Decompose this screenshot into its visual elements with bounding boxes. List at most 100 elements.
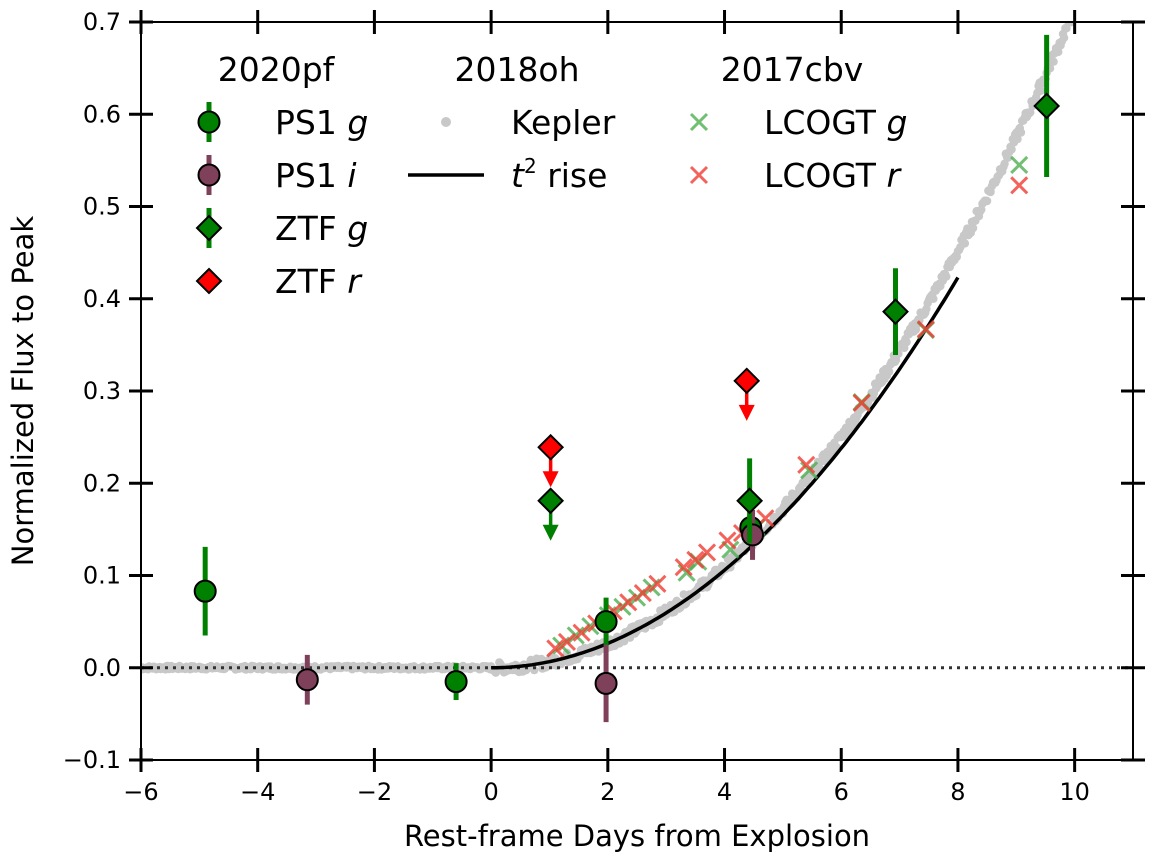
data-point-lcogtr [648,574,667,593]
legend-label-lcogtg: LCOGT g [764,103,907,142]
data-point-lcogtg [1010,155,1029,175]
kepler-point [1062,24,1071,33]
kepler-point [1054,47,1063,57]
legend-label-ztfg: ZTF g [275,209,368,248]
legend-label-t2-rise: t2 rise [511,154,607,195]
legend-marker-ps1i [197,163,221,187]
data-point-ps1g [193,579,217,603]
x-axis-title: Rest-frame Days from Explosion [404,819,870,853]
x-tick-label: −6 [123,778,158,806]
2020pf-series [193,34,1061,723]
upper-limit-arrowhead-ztfr [738,404,755,421]
y-tick-label: 0.5 [83,193,121,221]
upper-limit-arrowhead-ztfr [542,471,559,488]
data-point-ztfg [537,487,565,515]
data-point-lcogtr [546,639,565,658]
kepler-point [1007,145,1016,154]
lcogt-series [546,155,1029,658]
data-point-lcogtr [852,393,871,413]
kepler-point [960,239,970,248]
kepler-point [1072,0,1080,7]
data-point-lcogtr [697,543,717,562]
data-point-ps1i [741,523,765,547]
kepler-point [884,367,894,376]
x-tick-label: −2 [357,778,392,806]
data-point-lcogtr [633,583,652,603]
kepler-point [1070,1,1078,9]
legend-marker-ztfg [195,214,223,242]
data-point-ztfg [882,298,909,326]
data-point-ps1i [295,668,319,692]
legend: 2020pf 2018oh 2017cbv PS1 g PS1 i ZTF g … [195,50,907,301]
data-point-ps1g [594,610,618,634]
data-point-lcogtr [1010,176,1029,195]
legend-title-2017cbv: 2017cbv [721,50,864,89]
y-tick-label: 0.3 [83,377,121,405]
upper-limit-arrowhead-ztfg [542,524,559,541]
legend-title-2020pf: 2020pf [218,50,336,89]
y-tick-label: 0.2 [83,469,121,497]
data-point-ps1g [444,670,468,694]
x-tick-label: 10 [1059,778,1090,806]
x-tick-label: 8 [950,778,965,806]
x-tick-label: 0 [483,778,498,806]
legend-marker-ps1g [197,110,221,134]
kepler-point [1073,1,1081,9]
legend-label-kepler: Kepler [511,103,616,142]
legend-marker-lcogtr [689,165,709,185]
data-point-lcogtg [566,626,585,645]
x-tick-label: 2 [600,778,615,806]
kepler-point [530,665,539,675]
data-point-lcogtr [686,550,705,569]
legend-marker-ztfr [195,267,223,295]
data-point-lcogtr [718,531,737,550]
legend-handles [195,102,709,295]
axes [129,10,1145,772]
kepler-point [1059,33,1069,42]
kepler-point [1036,86,1046,96]
data-point-ztfr [733,367,761,395]
kepler-point [1076,0,1084,3]
y-tick-label: 0.0 [83,654,121,682]
kepler-point [982,196,992,206]
kepler-point [968,223,978,233]
kepler-point [1074,0,1082,2]
y-tick-label: 0.1 [83,562,121,590]
t2-rise-line [491,276,960,670]
data-point-lcogtr [797,455,816,474]
kepler-point [902,337,911,347]
kepler-point [1049,57,1058,66]
data-point-lcogtr [557,632,577,651]
legend-label-lcogtr: LCOGT r [764,156,902,195]
kepler-point [1013,134,1022,144]
legend-marker-lcogtg [689,112,709,132]
data-point-lcogtr [572,623,591,642]
data-point-lcogtr [674,558,693,577]
legend-label-ps1i: PS1 i [275,156,357,195]
kepler-point [1016,128,1026,137]
kepler-point [1075,0,1083,3]
legend-label-ztfr: ZTF r [275,262,363,301]
legend-label-ps1g: PS1 g [275,103,368,142]
legend-title-2018oh: 2018oh [454,50,579,89]
y-tick-label: 0.7 [83,8,121,36]
y-tick-label: 0.4 [83,285,121,313]
data-point-lcogtr [916,320,935,339]
kepler-series [141,0,1084,677]
kepler-point [1026,108,1035,117]
x-tick-label: 4 [717,778,732,806]
x-tick-label: −4 [240,778,275,806]
legend-marker-kepler [441,117,451,127]
data-point-ztfg [736,487,764,515]
t2-rise-curve [491,276,960,670]
kepler-point [929,294,938,303]
data-point-lcogtg [800,461,819,480]
data-point-ztfg [1033,92,1061,120]
y-tick-label: −0.1 [63,746,121,774]
data-point-ztfr [537,433,565,461]
x-tick-label: 6 [834,778,849,806]
y-tick-label: 0.6 [83,100,121,128]
kepler-point [942,272,951,281]
data-point-ps1i [594,671,618,695]
